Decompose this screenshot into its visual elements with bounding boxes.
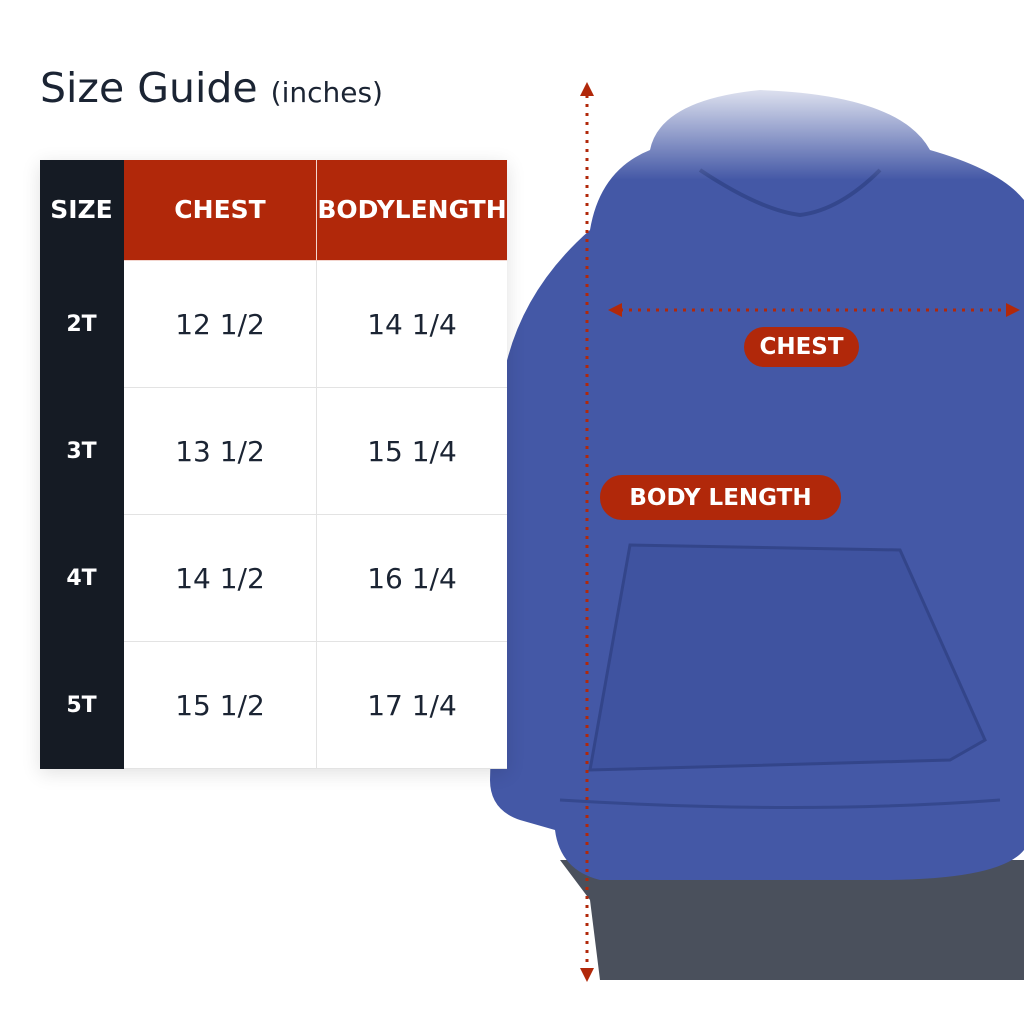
title-text: Size Guide bbox=[40, 64, 258, 112]
page-title: Size Guide (inches) bbox=[40, 64, 383, 112]
chest-cell: 15 1/2 bbox=[124, 642, 317, 769]
table-header: SIZE CHEST BODY LENGTH bbox=[40, 160, 507, 261]
hoodie-image bbox=[470, 70, 1024, 1024]
header-chest: CHEST bbox=[124, 160, 317, 261]
size-cell: 5T bbox=[40, 642, 124, 769]
length-cell: 15 1/4 bbox=[317, 388, 507, 515]
size-cell: 4T bbox=[40, 515, 124, 642]
table-row: 4T 14 1/2 16 1/4 bbox=[40, 515, 507, 642]
length-cell: 17 1/4 bbox=[317, 642, 507, 769]
arrowheads bbox=[580, 82, 1020, 982]
table-row: 5T 15 1/2 17 1/4 bbox=[40, 642, 507, 769]
table-row: 2T 12 1/2 14 1/4 bbox=[40, 261, 507, 388]
chest-label: CHEST bbox=[744, 327, 859, 367]
body-length-label: BODY LENGTH bbox=[600, 475, 841, 520]
length-cell: 14 1/4 bbox=[317, 261, 507, 388]
table-row: 3T 13 1/2 15 1/4 bbox=[40, 388, 507, 515]
length-cell: 16 1/4 bbox=[317, 515, 507, 642]
size-cell: 2T bbox=[40, 261, 124, 388]
size-table: SIZE CHEST BODY LENGTH 2T 12 1/2 14 1/4 3T 1… bbox=[40, 160, 507, 769]
size-cell: 3T bbox=[40, 388, 124, 515]
chest-cell: 12 1/2 bbox=[124, 261, 317, 388]
chest-cell: 13 1/2 bbox=[124, 388, 317, 515]
body-length-arrow bbox=[585, 95, 1008, 970]
header-size: SIZE bbox=[40, 160, 124, 261]
title-unit: (inches) bbox=[270, 76, 383, 109]
header-line: BODY bbox=[317, 195, 395, 224]
header-body-length: BODY LENGTH bbox=[317, 160, 507, 261]
header-line: LENGTH bbox=[394, 195, 507, 224]
chest-cell: 14 1/2 bbox=[124, 515, 317, 642]
